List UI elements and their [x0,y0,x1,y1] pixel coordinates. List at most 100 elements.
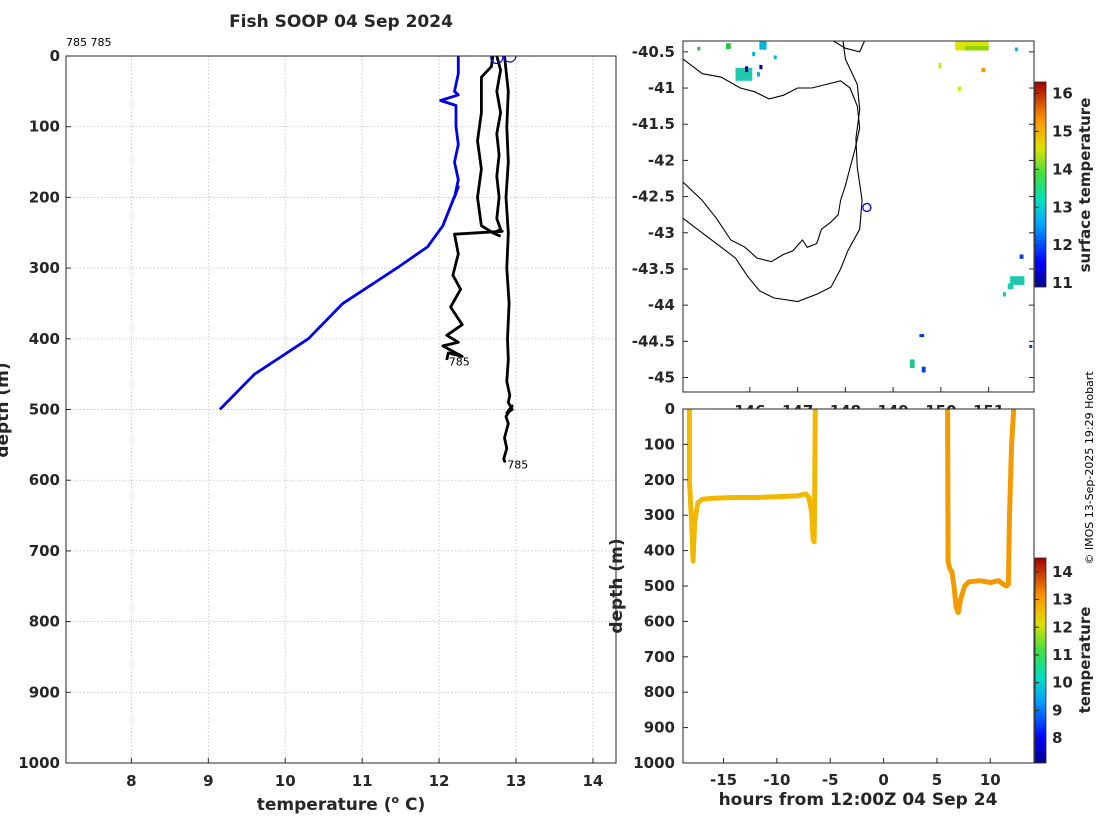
profile-ytick-label: 800 [29,613,60,631]
sst-patch [919,334,925,338]
map-panel: 146147148149150151 -40.5-41-41.5-42-42.5… [632,37,1094,420]
temperature-colorbar-tick-label: 13 [1052,591,1073,609]
temperature-colorbar-ticks: 8 9 10 11 12 13 14 [1035,563,1073,747]
timeseries-ytick-label: 500 [644,577,675,595]
profile-yticks: 0 100 200 300 400 500 600 700 800 900 1000 [18,47,71,772]
profile-lines: 785 785 [218,56,528,472]
sst-patch [955,41,989,51]
timeseries-ytick-label: 0 [665,400,675,418]
sst-patch [957,86,962,91]
timeseries-yticks: 0 100 200 300 400 500 600 700 800 900 1000 [633,400,688,772]
profile-xtick-label: 11 [352,772,373,790]
profile-point-label: 785 [507,459,528,472]
sst-patch [934,37,937,41]
timeseries-ytick-label: 400 [644,542,675,560]
timeseries-ytick-label: 200 [644,471,675,489]
sst-patch [697,46,701,51]
timeseries-plot-area [683,409,1034,763]
sst-patch [752,51,756,57]
sst-colorbar-tick-label: 16 [1052,84,1073,102]
temperature-colorbar-tick-label: 11 [1052,646,1073,664]
timeseries-xtick-label: -10 [763,771,790,789]
profile-start-circle [490,56,504,65]
profile-xtick-label: 12 [429,772,450,790]
temperature-colorbar-tick-label: 9 [1052,701,1062,719]
temperature-colorbar-tick-label: 12 [1052,618,1073,636]
timeseries-xtick-label: 0 [878,771,888,789]
map-content [683,37,1033,373]
profile-ytick-label: 1000 [18,754,60,772]
map-ytick-label: -43 [648,224,675,242]
profile-xtick-label: 8 [126,772,136,790]
timeseries-ytick-label: 300 [644,506,675,524]
sst-patch [1010,276,1025,285]
sst-colorbar-tick-label: 13 [1052,198,1073,216]
sst-patch [757,72,761,77]
coastline-islands [833,41,866,53]
sst-colorbar-tick-label: 12 [1052,236,1073,254]
timeseries-xlabel: hours from 12:00Z 04 Sep 24 [719,790,998,810]
credit-text: © IMOS 13-Sep-2025 19:29 Hobart [1083,371,1096,565]
timeseries-lines [686,409,1017,615]
profile-ytick-label: 900 [29,683,60,701]
timeseries-panel: -15 -10 -5 0 5 10 010020030040050060070080090… [607,400,1094,810]
profile-corner-label: 785 785 [66,36,112,49]
profile-line-black [441,56,504,361]
sst-patch [921,366,926,373]
temperature-colorbar [1034,557,1047,764]
timeseries-ytick-label: 800 [644,683,675,701]
map-ytick-label: -44 [648,296,675,314]
timeseries-ytick-label: 100 [644,435,675,453]
timeseries-track-2 [945,409,1017,615]
coastline-tasmania [683,58,861,263]
profile-xtick-label: 9 [203,772,213,790]
profile-xtick-label: 13 [506,772,527,790]
temperature-colorbar-tick-label: 8 [1052,729,1062,747]
sst-patch [745,66,749,73]
timeseries-ytick-label: 700 [644,648,675,666]
profile-xtick-label: 10 [275,772,296,790]
timeseries-ytick-label: 1000 [633,754,675,772]
profile-ytick-label: 300 [29,259,60,277]
timeseries-xtick-label: 10 [980,771,1001,789]
profile-xtick-label: 14 [582,772,603,790]
sst-patch [909,359,915,369]
sst-colorbar-label: surface temperature [1076,98,1094,273]
profile-ytick-label: 400 [29,330,60,348]
profile-plot-area [66,56,616,763]
profile-ytick-label: 700 [29,542,60,560]
timeseries-ylabel: depth (m) [607,538,627,633]
sst-patch [1007,283,1014,290]
profile-point-label: 785 [449,355,470,368]
sst-patch [964,46,989,51]
timeseries-ytick-label: 900 [644,719,675,737]
sst-colorbar-tick-label: 15 [1052,122,1073,140]
timeseries-xtick-label: -15 [710,771,737,789]
timeseries-xticks: -15 -10 -5 0 5 10 [710,758,1001,789]
sst-patch [938,62,942,69]
ship-position-marker [862,202,872,213]
profile-ytick-label: 0 [50,47,60,65]
profile-ytick-label: 500 [29,401,60,419]
profile-ytick-label: 200 [29,188,60,206]
sst-patch [773,55,777,60]
sst-colorbar-ticks: 11 12 13 14 15 16 [1035,84,1073,292]
map-ytick-label: -41.5 [632,115,675,133]
profile-grid [66,55,616,764]
sst-colorbar-tick-label: 11 [1052,274,1073,292]
temperature-colorbar-label: temperature [1076,607,1094,714]
map-ytick-label: -42.5 [632,188,675,206]
sst-patch [981,67,986,73]
profile-xticks: 8 9 10 11 12 13 14 [126,758,603,790]
sst-patch [759,64,763,70]
sst-patch [1019,254,1024,259]
coastline-outer [683,41,863,303]
sst-colorbar-tick-label: 14 [1052,160,1073,178]
sst-patch [759,41,767,50]
sst-patch [1014,47,1018,52]
map-ytick-label: -43.5 [632,260,675,278]
profile-xlabel: temperature (o C) [257,793,426,815]
profile-line-blue [218,56,460,411]
map-ytick-label: -41 [648,79,675,97]
